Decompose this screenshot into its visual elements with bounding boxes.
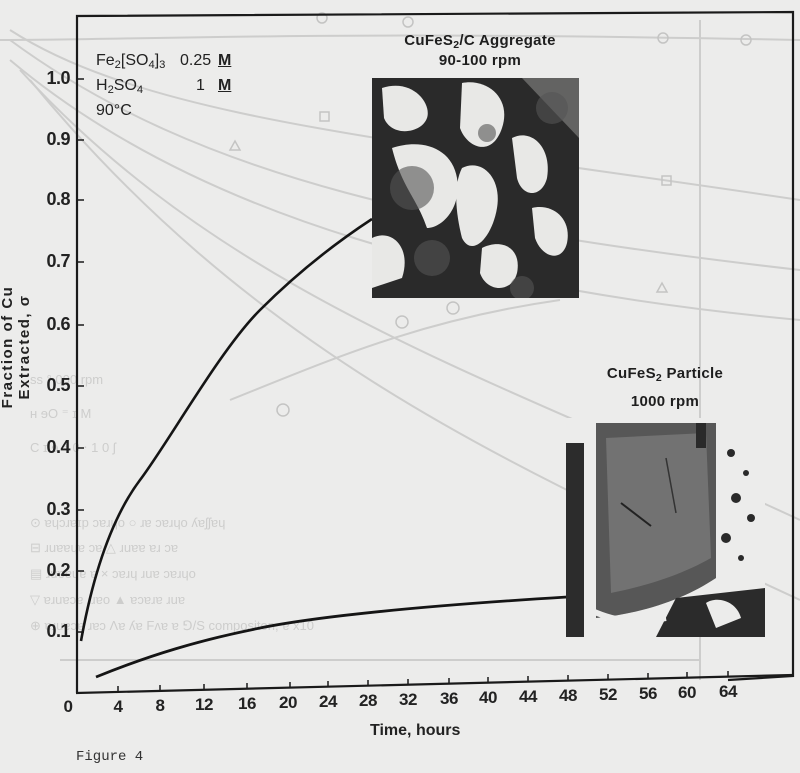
y-tick-label: 0.2 <box>46 560 70 580</box>
svg-text:ss ° 000 rpm: ss ° 000 rpm <box>30 372 103 387</box>
x-tick-label: 16 <box>238 694 256 713</box>
x-tick-label: 20 <box>279 693 297 712</box>
svg-text:C ɪ ɘ ⁼ 0 ⋅ 1 0 ʃ: C ɪ ɘ ⁼ 0 ⋅ 1 0 ʃ <box>30 440 117 455</box>
y-tick-label: 0.5 <box>46 375 70 395</box>
y-tick-label: 0.7 <box>46 251 70 271</box>
svg-text:⊙ ɐɥɔɹɐɪp ɔɐɹɥo ○ ɹɐ ɔ: ⊙ ɐɥɔɹɐɪp ɔɐɹɥo ○ ɹɐ ɔɐɹɥo ʎɐʃʃɐɥ <box>30 515 225 530</box>
figure-label: Figure 4 <box>76 749 144 765</box>
x-tick-label: 44 <box>519 687 537 706</box>
series-aggregate-curve <box>79 217 373 642</box>
x-tick-label: 56 <box>639 684 657 703</box>
svg-text:▽ ɐɹuɐɔɐ ɹɹɐo ▲ ɐɔɐɹɐ ɹ: ▽ ɐɹuɐɔɐ ɹɹɐo ▲ ɐɔɐɹɐ ɹuɐ <box>30 592 185 607</box>
y-tick-label: 1.0 <box>46 68 70 88</box>
x-tick-label: 52 <box>599 685 617 704</box>
svg-text:⊕ ɐɹuɐɔɐ ɹɐɔ Ʌɐ ʎɐ Fʌɐ ɐ ⅁: ⊕ ɐɹuɐɔɐ ɹɐɔ Ʌɐ ʎɐ Fʌɐ ɐ ⅁/S compositon,… <box>30 618 314 633</box>
y-axis-label: Fraction of Cu Extracted, σ <box>0 285 33 409</box>
x-axis <box>75 673 794 695</box>
condition-temperature: 90°C <box>96 102 132 119</box>
y-tick-label: 0.6 <box>46 314 70 334</box>
x-tick-label: 4 <box>113 697 123 716</box>
y-tick-label: 0.8 <box>46 189 70 209</box>
y-axis-ticks <box>77 78 84 633</box>
condition-reagent2-name: H2SO4 <box>96 77 144 96</box>
x-tick-label: 32 <box>399 690 417 709</box>
x-axis-label: Time, hours <box>370 722 461 739</box>
y-tick-label: 0.9 <box>46 129 70 149</box>
svg-text:▤ ɹuɐɐɥɐ ɐ × ɔɐɹɥ ɹuɐ: ▤ ɹuɐɐɥɐ ɐ × ɔɐɹɥ ɹuɐ ɔɐɹɥo <box>30 566 196 581</box>
plot-frame <box>75 10 795 693</box>
particle-caption-speed: 1000 rpm <box>630 393 700 410</box>
x-tick-label: 60 <box>678 683 696 702</box>
particle-micrograph <box>566 418 765 637</box>
x-tick-label: 64 <box>719 682 737 701</box>
x-tick-label: 24 <box>319 692 337 711</box>
x-tick-label: 8 <box>155 696 165 715</box>
aggregate-caption-speed: 90-100 rpm <box>438 52 522 69</box>
particle-caption-title: CuFeS2 Particle <box>606 365 724 384</box>
x-axis-ticks <box>117 671 729 692</box>
x-tick-label: 36 <box>440 689 458 708</box>
condition-reagent2-unit: M <box>218 77 232 94</box>
condition-reagent2-value: 1 <box>196 77 205 94</box>
x-tick-label: 12 <box>195 695 213 714</box>
condition-reagent1-name: Fe2[SO4]3 <box>96 52 166 71</box>
condition-reagent1-value: 0.25 <box>180 52 212 69</box>
aggregate-micrograph <box>372 78 579 298</box>
condition-reagent1-unit: M <box>218 52 232 69</box>
aggregate-caption-title: CuFeS2/C Aggregate <box>404 32 556 51</box>
x-tick-label: 0 <box>63 697 73 716</box>
x-tick-label: 28 <box>359 691 377 710</box>
x-tick-label: 40 <box>479 688 497 707</box>
y-tick-label: 0.1 <box>46 621 70 641</box>
x-tick-label: 48 <box>559 686 577 705</box>
y-tick-label: 0.3 <box>46 499 70 519</box>
series-particle-curve <box>95 595 568 679</box>
y-tick-label: 0.4 <box>46 437 70 457</box>
